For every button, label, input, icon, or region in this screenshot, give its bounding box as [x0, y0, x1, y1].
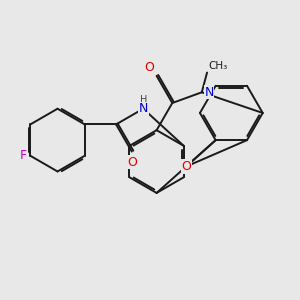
- Text: O: O: [181, 160, 191, 173]
- Text: H: H: [140, 95, 147, 105]
- Text: O: O: [144, 61, 154, 74]
- Text: CH₃: CH₃: [209, 61, 228, 71]
- Text: N: N: [139, 102, 148, 115]
- Text: N: N: [204, 86, 214, 99]
- Text: F: F: [19, 149, 26, 162]
- Text: O: O: [127, 155, 137, 169]
